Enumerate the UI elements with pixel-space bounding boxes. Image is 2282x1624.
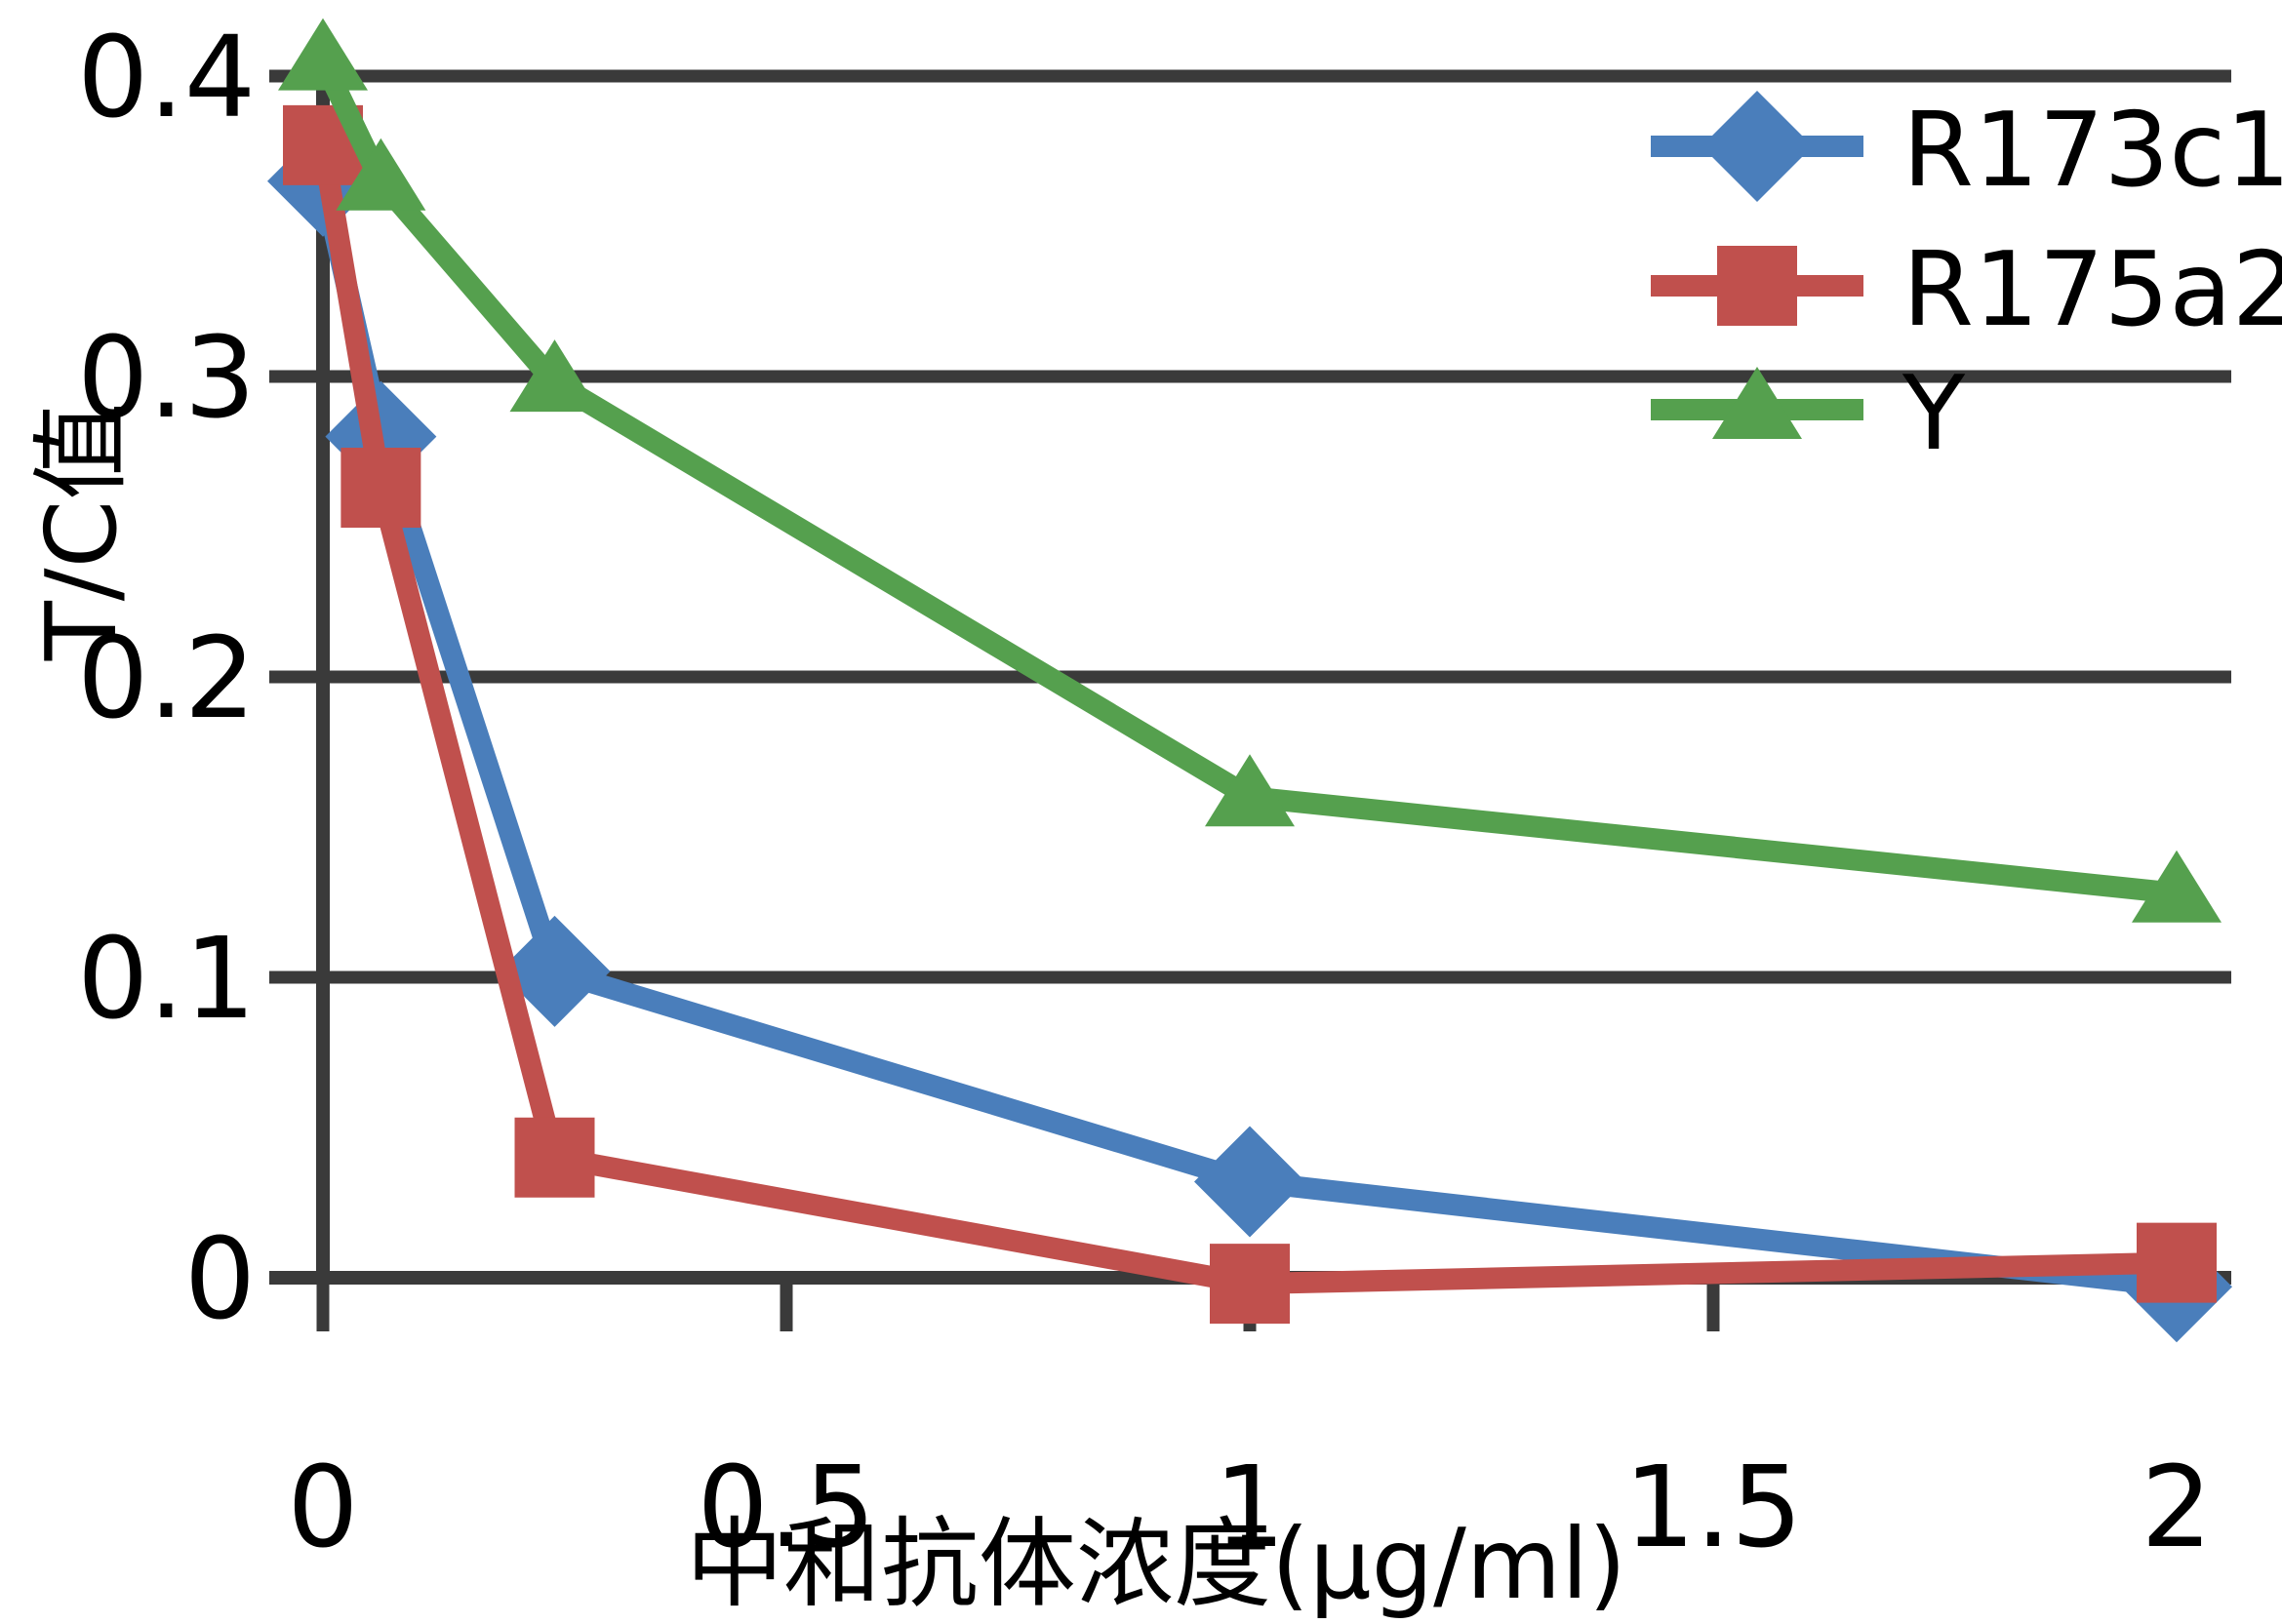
series-Y	[278, 18, 2222, 923]
series-line-R175a2	[312, 143, 2178, 1295]
y-tick-label-0.3: 0.3	[77, 313, 256, 444]
square-marker-R175a2	[1210, 1244, 1290, 1325]
y-axis-title: T/C值	[24, 403, 139, 662]
x-tick-label-1: 1	[1214, 1443, 1285, 1573]
triangle-marker-Y	[509, 339, 600, 413]
diamond-marker-icon	[1701, 91, 1813, 202]
square-marker-R175a2	[514, 1117, 595, 1198]
y-tick-label-0: 0	[184, 1214, 256, 1345]
x-tick-labels: 0 0.5 1 1.5 2	[287, 1443, 2212, 1573]
y-tick-label-0.4: 0.4	[77, 13, 256, 143]
diamond-marker-R173c1	[499, 915, 611, 1027]
series-R175a2	[283, 104, 2217, 1325]
y-tick-label-0.1: 0.1	[77, 914, 256, 1045]
y-tick-label-0.2: 0.2	[77, 614, 256, 744]
diamond-marker-R173c1	[1194, 1126, 1305, 1238]
legend: R173c1 R175a2 Y	[1651, 91, 2282, 473]
gridlines	[323, 69, 2231, 984]
x-tick-label-1.5: 1.5	[1624, 1443, 1803, 1573]
y-tick-labels: 0 0.1 0.2 0.3 0.4	[77, 13, 256, 1345]
legend-label: R173c1	[1902, 91, 2282, 210]
legend-item-r175a2: R175a2	[1651, 230, 2282, 349]
x-axis-title: 中和抗体浓度(μg/ml)	[686, 1507, 1626, 1621]
x-tick-label-0.5: 0.5	[698, 1443, 876, 1573]
square-marker-icon	[1717, 246, 1797, 326]
triangle-marker-Y	[336, 138, 426, 211]
triangle-marker-Y	[1205, 754, 1295, 827]
legend-label: Y	[1902, 354, 1966, 473]
x-tick-label-2: 2	[2141, 1443, 2212, 1573]
series-line-R173c1	[312, 178, 2179, 1298]
triangle-marker-icon	[1712, 367, 1802, 439]
legend-label: R175a2	[1902, 230, 2282, 349]
series-layer	[267, 18, 2232, 1343]
square-marker-R175a2	[2137, 1222, 2217, 1303]
x-tick-label-0: 0	[287, 1443, 358, 1573]
triangle-marker-Y	[278, 18, 368, 91]
triangle-marker-Y	[2132, 850, 2222, 923]
square-marker-R175a2	[340, 447, 421, 528]
legend-item-y: Y	[1651, 354, 1966, 473]
legend-item-r173c1: R173c1	[1651, 91, 2282, 210]
